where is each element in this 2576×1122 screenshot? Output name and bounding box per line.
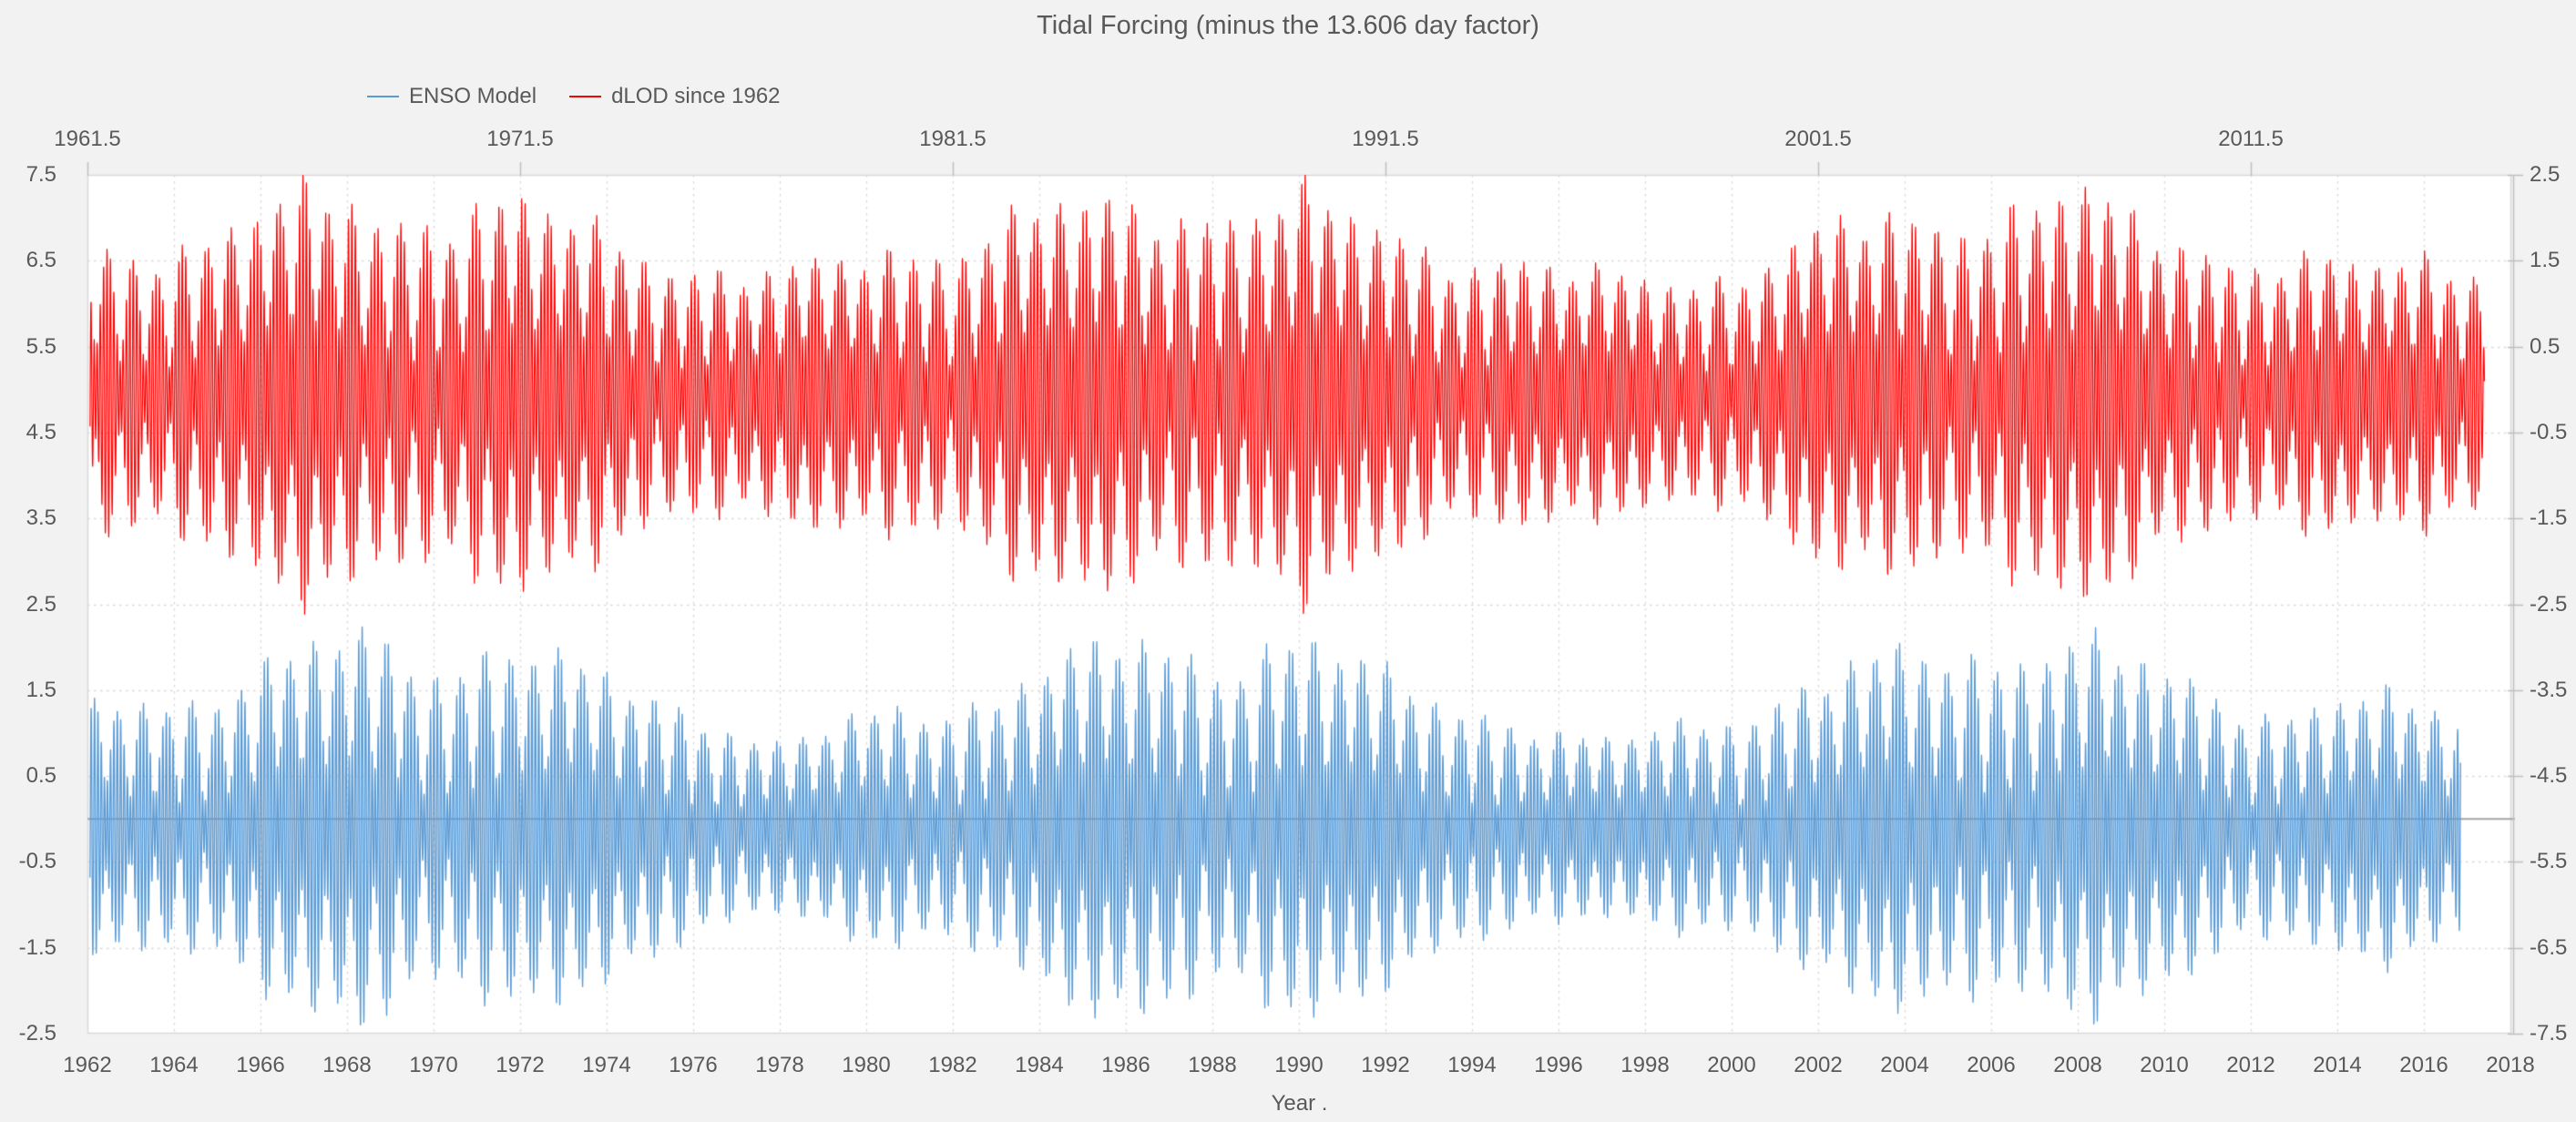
left-axis-tick-label: 3.5	[26, 505, 56, 531]
top-axis-tick-label: 2001.5	[1784, 127, 1852, 151]
bottom-axis-tick-label: 1970	[409, 1053, 458, 1077]
bottom-axis-tick-label: 1974	[582, 1053, 631, 1077]
left-axis-tick-label: 5.5	[26, 333, 56, 359]
top-axis-tick-label: 1981.5	[919, 127, 986, 151]
right-axis-tick-label: -0.5	[2530, 419, 2568, 444]
left-axis-tick-label: -2.5	[18, 1021, 56, 1046]
bottom-axis-tick-label: 1982	[928, 1053, 977, 1077]
right-axis-tick-label: -3.5	[2530, 677, 2568, 702]
left-axis-tick-label: 7.5	[26, 162, 56, 187]
bottom-axis-tick-label: 2008	[2053, 1053, 2102, 1077]
bottom-axis-tick-label: 1972	[496, 1053, 545, 1077]
right-axis-tick-label: -2.5	[2530, 591, 2568, 617]
bottom-axis-tick-label: 1978	[755, 1053, 804, 1077]
top-axis-tick-label: 1961.5	[54, 127, 121, 151]
x-axis-title: Year .	[1271, 1091, 1328, 1116]
right-axis-tick-label: -6.5	[2530, 934, 2568, 960]
bottom-axis-tick-label: 1984	[1015, 1053, 1064, 1077]
top-axis-tick-label: 1991.5	[1352, 127, 1419, 151]
top-axis-tick-label: 2011.5	[2218, 127, 2284, 151]
bottom-axis-tick-label: 1990	[1274, 1053, 1324, 1077]
bottom-axis-tick-label: 1998	[1620, 1053, 1670, 1077]
bottom-axis-tick-label: 1986	[1101, 1053, 1150, 1077]
left-axis-tick-label: 1.5	[26, 677, 56, 702]
right-axis-tick-label: 2.5	[2530, 162, 2561, 187]
right-axis-tick-label: -1.5	[2530, 505, 2568, 531]
bottom-axis-tick-label: 1968	[322, 1053, 372, 1077]
top-axis-tick-label: 1971.5	[486, 127, 554, 151]
left-axis-tick-label: 2.5	[26, 591, 56, 617]
bottom-axis-tick-label: 1962	[63, 1053, 112, 1077]
bottom-axis-tick-label: 2012	[2226, 1053, 2275, 1077]
left-axis-tick-label: 4.5	[26, 419, 56, 444]
left-axis-tick-label: -0.5	[18, 849, 56, 874]
bottom-axis-tick-label: 1966	[236, 1053, 285, 1077]
left-axis-tick-label: 0.5	[26, 763, 56, 789]
bottom-axis-tick-label: 2018	[2486, 1053, 2535, 1077]
bottom-axis-tick-label: 2000	[1707, 1053, 1756, 1077]
bottom-axis-tick-label: 1976	[669, 1053, 718, 1077]
bottom-axis-tick-label: 2004	[1880, 1053, 1929, 1077]
bottom-axis-tick-label: 2002	[1794, 1053, 1843, 1077]
left-axis-tick-label: 6.5	[26, 248, 56, 273]
bottom-axis-tick-label: 2010	[2140, 1053, 2189, 1077]
right-axis-tick-label: -5.5	[2530, 849, 2568, 874]
bottom-axis-tick-label: 1964	[149, 1053, 199, 1077]
bottom-axis-tick-label: 2016	[2399, 1053, 2448, 1077]
bottom-axis-tick-label: 1992	[1361, 1053, 1410, 1077]
right-axis-tick-label: 1.5	[2530, 248, 2561, 273]
bottom-axis-tick-label: 1994	[1447, 1053, 1497, 1077]
right-axis-tick-label: -7.5	[2530, 1021, 2568, 1046]
bottom-axis-tick-label: 1988	[1188, 1053, 1237, 1077]
bottom-axis-tick-label: 1980	[842, 1053, 891, 1077]
bottom-axis-tick-label: 2006	[1967, 1053, 2016, 1077]
right-axis-tick-label: 0.5	[2530, 333, 2561, 359]
right-axis-tick-label: -4.5	[2530, 763, 2568, 789]
left-axis-tick-label: -1.5	[18, 934, 56, 960]
bottom-axis-tick-label: 1996	[1534, 1053, 1583, 1077]
bottom-axis-tick-label: 2014	[2313, 1053, 2362, 1077]
